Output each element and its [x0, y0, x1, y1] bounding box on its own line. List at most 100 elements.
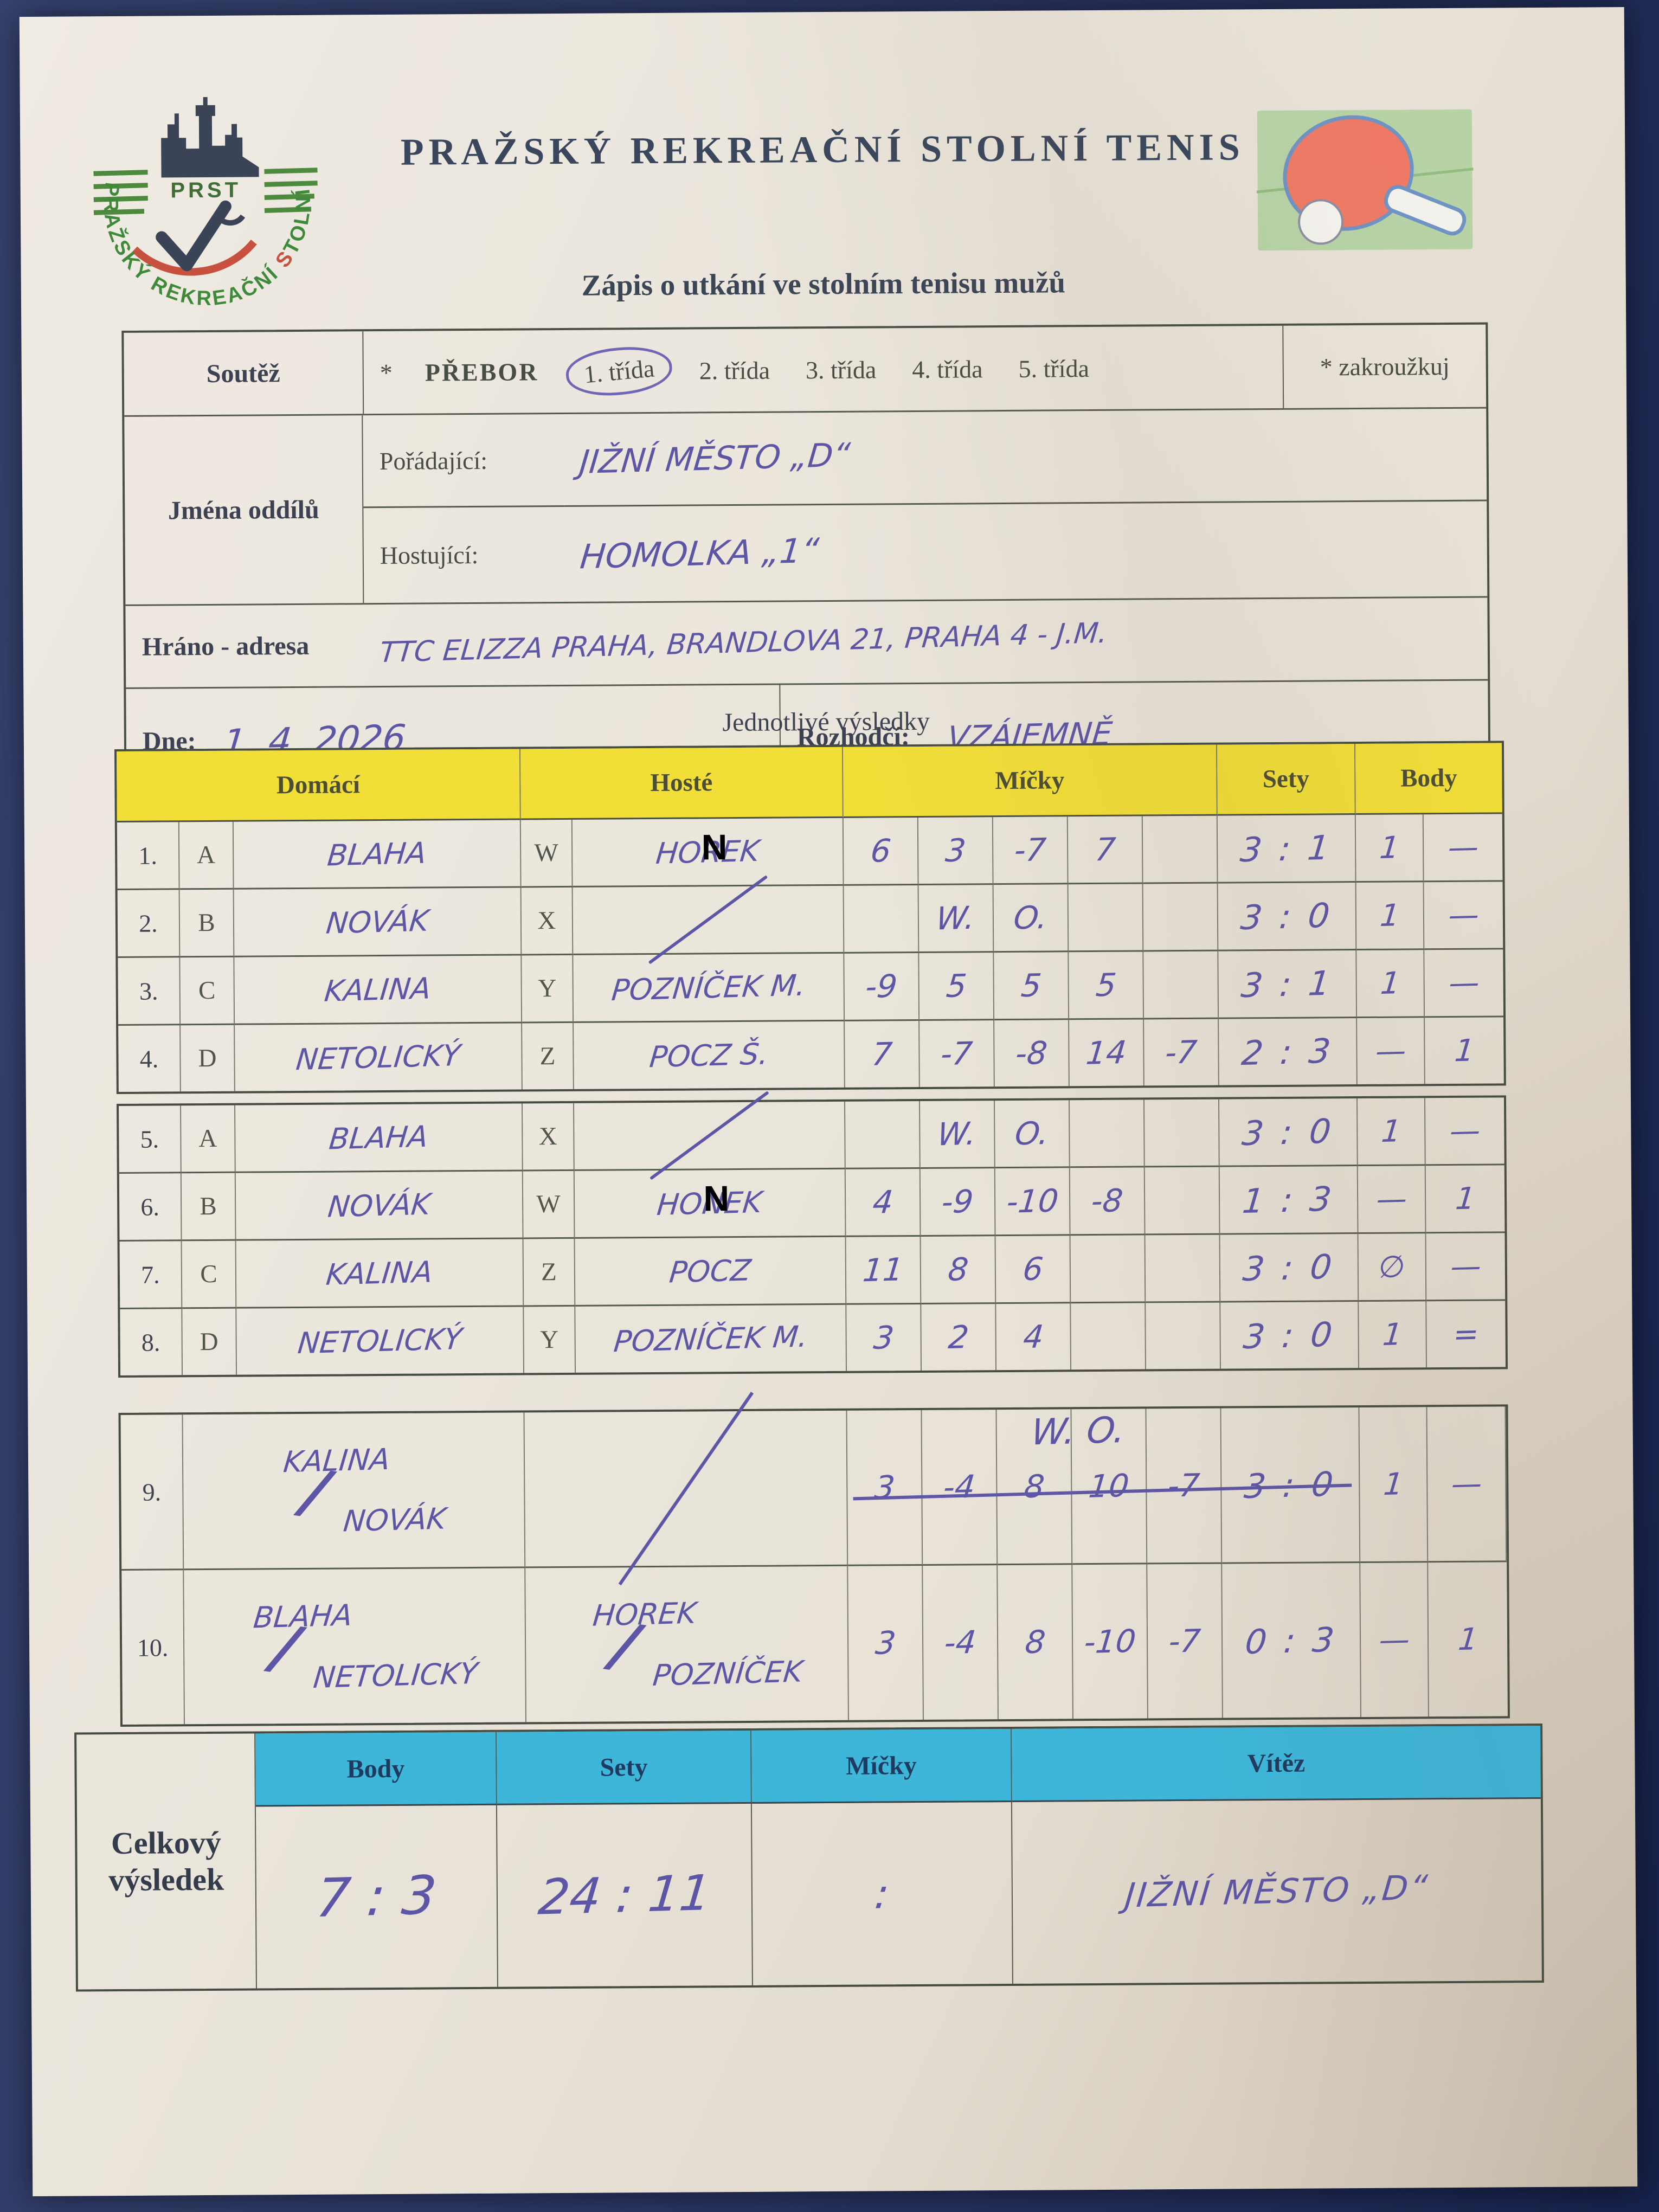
cell-match-number: 10.: [121, 1570, 185, 1725]
cell-home-name: NETOLICKÝ: [236, 1307, 525, 1375]
cell-guest-pair: [524, 1392, 848, 1586]
cell-home-letter: C: [180, 957, 235, 1026]
cell-micky-3: O.: [993, 884, 1069, 953]
cell-body-home: 1: [1357, 1098, 1426, 1167]
scanned-match-sheet-paper: PRST PRAŽSKÝ REKREAČNÍ STOLNÍ TENIS PRAŽ…: [19, 7, 1638, 2197]
column-header-hoste: Hosté: [520, 747, 844, 820]
venue-address: TTC ELIZZA PRAHA, BRANDLOVA 21, PRAHA 4 …: [378, 616, 1109, 670]
cell-micky-2: -4: [922, 1410, 998, 1566]
cell-sety: 0 : 3: [1222, 1563, 1361, 1718]
cell-micky-2: -4: [923, 1565, 999, 1720]
cell-micky-2: 2: [921, 1304, 997, 1371]
cell-micky-4: -8: [1070, 1167, 1146, 1236]
celkovy-vysledek-label: Celkový výsledek: [76, 1733, 257, 1990]
cell-guest-name: HONEK N: [574, 1169, 846, 1239]
cell-micky-3: -7: [993, 816, 1069, 885]
cell-sety: 3 : 0: [1220, 1234, 1359, 1303]
cell-guest-name: HOREK N: [572, 818, 844, 888]
cell-micky-1: 11: [846, 1236, 922, 1305]
cell-match-number: 3.: [118, 957, 181, 1026]
cell-guest-letter: Y: [522, 955, 574, 1024]
prebor-label: PŘEBOR: [425, 357, 539, 387]
walkover-slash: [618, 1392, 754, 1586]
cell-body-home: 1: [1359, 1301, 1427, 1368]
cell-micky-5: [1145, 1234, 1221, 1303]
cell-guest-letter: Y: [524, 1306, 576, 1373]
doubles-row-9: 9. KALINA / NOVÁK 3 -4 8 10 -7 3 : 0 1— W. O.: [120, 1392, 1507, 1586]
cell-body-guest: —: [1423, 814, 1503, 883]
cell-guest-letter: X: [523, 1103, 575, 1172]
column-header-sety: Sety: [1217, 744, 1356, 816]
cell-match-number: 6.: [119, 1173, 182, 1242]
column-header-body: Body: [1355, 743, 1502, 815]
cell-match-number: 1.: [117, 822, 180, 891]
cell-home-letter: A: [181, 1105, 236, 1174]
cell-match-number: 9.: [120, 1414, 184, 1571]
winner-name: JIŽNÍ MĚSTO „D“: [1123, 1867, 1431, 1915]
total-result-table: Celkový výsledek Body Sety Míčky Vítěz 7…: [74, 1723, 1544, 1992]
soutez-label: Soutěž: [206, 358, 280, 388]
cell-micky-3: -10: [995, 1168, 1071, 1237]
cell-home-name: NETOLICKÝ: [235, 1023, 523, 1091]
cell-micky-3: 5: [994, 952, 1070, 1021]
cell-micky-5: [1146, 1302, 1221, 1369]
cell-body-home: 1: [1355, 814, 1424, 883]
cell-micky-1: 3: [847, 1410, 923, 1566]
cell-home-name: NOVÁK: [235, 1171, 524, 1241]
cell-micky-2: 3: [918, 817, 994, 885]
cell-sety: 3 : 0: [1220, 1302, 1360, 1369]
cell-micky-2: -7: [919, 1020, 995, 1087]
singles-rows-5-8: 5. A BLAHA X W. O. 3 : 0 1—6. B NOVÁK W HONEK N 4 -9 -1…: [119, 1090, 1506, 1375]
cell-micky-2: 8: [921, 1236, 996, 1304]
cell-body-home: 1: [1359, 1407, 1429, 1564]
cell-body-home: —: [1360, 1562, 1429, 1718]
doubles-row-10: 10. BLAHA / NETOLICKÝ HOREK / POZNÍČEK 3 -4 8 -10-…: [121, 1562, 1508, 1725]
cell-guest-name: [574, 1090, 846, 1180]
match-row-7: 7. C KALINA Z POCZ 11 8 6 3 : 0 ∅ —: [119, 1233, 1506, 1309]
cell-match-number: 2.: [117, 890, 181, 959]
cell-body-guest: 1: [1452, 1032, 1476, 1069]
cell-guest-name: POCZ: [575, 1237, 847, 1307]
cell-match-number: 8.: [120, 1309, 183, 1375]
cell-micky-1: [844, 885, 919, 954]
doubles-results-table: 9. KALINA / NOVÁK 3 -4 8 10 -7 3 : 0 1— W. O. 10. BLA…: [118, 1392, 1510, 1727]
summary-col-vitez: Vítěz: [1012, 1726, 1541, 1802]
cell-guest-letter: Z: [523, 1238, 576, 1307]
cell-home-name: KALINA: [234, 955, 523, 1025]
competition-classes-row: * PŘEBOR 1. třída 2. třída 3. třída 4. tříd…: [362, 325, 1283, 414]
cell-guest-name: [573, 874, 845, 964]
summary-col-sety: Sety: [497, 1730, 752, 1805]
hrano-adresa-label: Hráno - adresa: [142, 631, 310, 661]
class-option: 4. třída: [912, 355, 983, 383]
cell-match-number: 4.: [118, 1025, 181, 1092]
ball-icon: [1298, 199, 1344, 245]
doubles-rows-9-10: 9. KALINA / NOVÁK 3 -4 8 10 -7 3 : 0 1— W. O. 10. BLA…: [120, 1392, 1508, 1725]
cell-micky-5: [1143, 883, 1219, 952]
cell-micky-4: [1070, 1235, 1146, 1304]
cell-home-name: KALINA: [236, 1239, 524, 1309]
results-header-row: Domácí Hosté Míčky Sety Body: [117, 743, 1502, 823]
cell-sety: 3 : 1: [1217, 815, 1356, 884]
cell-body-guest: —: [1424, 949, 1504, 1018]
black-n-overlay: N: [701, 826, 728, 867]
match-row-3: 3. C KALINA Y POZNÍČEK M. -9 5 5 5 3 : 1 1—: [118, 949, 1504, 1026]
class-option: 5. třída: [1018, 354, 1090, 383]
cell-body-home: —: [1358, 1166, 1426, 1234]
logo-check-mark-icon: [156, 200, 232, 272]
cell-micky-4: 5: [1069, 951, 1144, 1020]
cell-home-letter: D: [182, 1308, 237, 1375]
cell-micky-5: -7: [1146, 1408, 1223, 1565]
cell-guest-name: POZNÍČEK M.: [573, 953, 845, 1023]
class-option: 2. třída: [699, 356, 770, 384]
cell-sety: 3 : 1: [1218, 950, 1358, 1019]
cell-micky-5: [1144, 1167, 1220, 1236]
cell-sety: 3 : 0: [1219, 1098, 1358, 1167]
cell-home-letter: B: [179, 889, 235, 958]
cell-body-guest: 1: [1425, 1165, 1505, 1234]
cell-micky-3: O.: [994, 1100, 1070, 1169]
total-body-score: 7 : 3: [313, 1864, 440, 1930]
cell-micky-4: -10: [1072, 1564, 1148, 1719]
cell-home-name: NOVÁK: [234, 888, 522, 957]
total-sety-score: 24 : 11: [536, 1864, 713, 1926]
